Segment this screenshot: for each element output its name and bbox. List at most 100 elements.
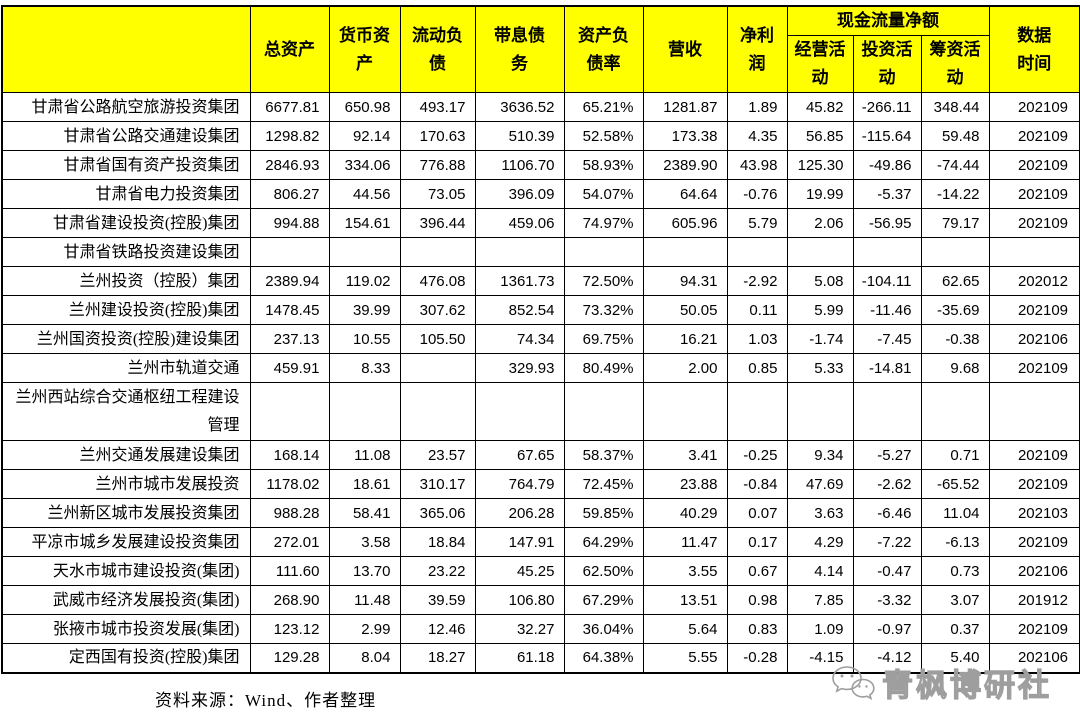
value-cell: 18.27 xyxy=(399,643,476,674)
value-cell: 4.35 xyxy=(726,121,788,152)
value-cell: 348.44 xyxy=(920,92,990,123)
value-cell: 11.08 xyxy=(328,440,401,471)
company-name-cell: 甘肃省公路航空旅游投资集团 xyxy=(1,92,251,123)
value-cell: 365.06 xyxy=(399,498,476,529)
table-row: 兰州市轨道交通 459.91 8.33 329.93 80.49% 2.00 0.85 5.3… xyxy=(1,353,1080,384)
value-cell: 9.68 xyxy=(920,353,990,384)
value-cell: 1298.82 xyxy=(249,121,330,152)
value-cell: 3636.52 xyxy=(474,92,565,123)
value-cell: 18.84 xyxy=(399,527,476,558)
value-cell: 13.51 xyxy=(642,585,728,616)
value-cell: 65.21% xyxy=(563,92,644,123)
value-cell xyxy=(786,237,854,268)
value-cell: 40.29 xyxy=(642,498,728,529)
value-cell: 3.58 xyxy=(328,527,401,558)
value-cell xyxy=(474,237,565,268)
value-cell: 58.37% xyxy=(563,440,644,471)
value-cell: 396.09 xyxy=(474,179,565,210)
value-cell: 94.31 xyxy=(642,266,728,297)
value-cell: 2.00 xyxy=(642,353,728,384)
value-cell: 111.60 xyxy=(249,556,330,587)
value-cell: 9.34 xyxy=(786,440,854,471)
data-date-cell: 202106 xyxy=(988,643,1080,674)
value-cell: -14.22 xyxy=(920,179,990,210)
value-cell: 5.40 xyxy=(920,643,990,674)
value-cell: 806.27 xyxy=(249,179,330,210)
value-cell: 147.91 xyxy=(474,527,565,558)
value-cell: 61.18 xyxy=(474,643,565,674)
header-investing-activity: 投资活动 xyxy=(852,35,922,94)
data-date-cell: 202109 xyxy=(988,179,1080,210)
value-cell: 62.65 xyxy=(920,266,990,297)
table-row: 兰州新区城市发展投资集团 988.28 58.41 365.06 206.28 59.85… xyxy=(1,498,1080,529)
value-cell: 39.59 xyxy=(399,585,476,616)
value-cell xyxy=(852,237,922,268)
value-cell: 8.33 xyxy=(328,353,401,384)
value-cell: 396.44 xyxy=(399,208,476,239)
company-name-cell: 甘肃省国有资产投资集团 xyxy=(1,150,251,181)
company-name-cell: 兰州建设投资(控股)集团 xyxy=(1,295,251,326)
header-data-date: 数据时间 xyxy=(988,5,1080,94)
data-date-cell: 202106 xyxy=(988,556,1080,587)
value-cell: 2.99 xyxy=(328,614,401,645)
value-cell: 1178.02 xyxy=(249,469,330,500)
value-cell: 0.85 xyxy=(726,353,788,384)
value-cell: 0.07 xyxy=(726,498,788,529)
value-cell: 2389.94 xyxy=(249,266,330,297)
value-cell xyxy=(328,382,401,442)
value-cell: 19.99 xyxy=(786,179,854,210)
data-date-cell: 202106 xyxy=(988,324,1080,355)
value-cell: 45.25 xyxy=(474,556,565,587)
data-date-cell: 201912 xyxy=(988,585,1080,616)
value-cell: 59.48 xyxy=(920,121,990,152)
value-cell: 5.55 xyxy=(642,643,728,674)
value-cell: 123.12 xyxy=(249,614,330,645)
value-cell: 5.33 xyxy=(786,353,854,384)
value-cell: 206.28 xyxy=(474,498,565,529)
value-cell: 36.04% xyxy=(563,614,644,645)
value-cell: 4.14 xyxy=(786,556,854,587)
value-cell xyxy=(328,237,401,268)
value-cell: -266.11 xyxy=(852,92,922,123)
header-current-liabilities: 流动负债 xyxy=(399,5,476,94)
value-cell: 39.99 xyxy=(328,295,401,326)
value-cell: 5.08 xyxy=(786,266,854,297)
value-cell: -2.62 xyxy=(852,469,922,500)
value-cell: 62.50% xyxy=(563,556,644,587)
table-row: 甘肃省建设投资(控股)集团 994.88 154.61 396.44 459.06 74.… xyxy=(1,208,1080,239)
table-row: 兰州市城市发展投资 1178.02 18.61 310.17 764.79 72.45% 2… xyxy=(1,469,1080,500)
value-cell: 73.05 xyxy=(399,179,476,210)
table-row: 平凉市城乡发展建设投资集团 272.01 3.58 18.84 147.91 64.29%… xyxy=(1,527,1080,558)
data-date-cell xyxy=(988,382,1080,442)
value-cell: -6.13 xyxy=(920,527,990,558)
company-name-cell: 兰州国资投资(控股)建设集团 xyxy=(1,324,251,355)
value-cell: 50.05 xyxy=(642,295,728,326)
value-cell: 173.38 xyxy=(642,121,728,152)
value-cell xyxy=(920,382,990,442)
header-financing-activity: 筹资活动 xyxy=(920,35,990,94)
data-date-cell: 202109 xyxy=(988,150,1080,181)
header-interest-bearing-debt: 带息债务 xyxy=(474,5,565,94)
data-date-cell: 202109 xyxy=(988,614,1080,645)
value-cell: 4.29 xyxy=(786,527,854,558)
value-cell: 72.45% xyxy=(563,469,644,500)
table-header: 总资产 货币资产 流动负债 带息债务 资产负债率 营收 净利润 现金流量净额 数… xyxy=(1,5,1080,94)
value-cell: 106.80 xyxy=(474,585,565,616)
value-cell xyxy=(563,237,644,268)
value-cell: 79.17 xyxy=(920,208,990,239)
company-name-cell: 张掖市城市投资发展(集团) xyxy=(1,614,251,645)
value-cell: 170.63 xyxy=(399,121,476,152)
table-row: 天水市城市建设投资(集团) 111.60 13.70 23.22 45.25 62.50%… xyxy=(1,556,1080,587)
value-cell: 154.61 xyxy=(328,208,401,239)
header-cash-flow-group: 现金流量净额 xyxy=(786,5,990,37)
value-cell: 125.30 xyxy=(786,150,854,181)
value-cell: 764.79 xyxy=(474,469,565,500)
value-cell: 8.04 xyxy=(328,643,401,674)
value-cell: 237.13 xyxy=(249,324,330,355)
value-cell: 47.69 xyxy=(786,469,854,500)
value-cell: -0.84 xyxy=(726,469,788,500)
company-name-cell: 甘肃省电力投资集团 xyxy=(1,179,251,210)
value-cell: 493.17 xyxy=(399,92,476,123)
header-total-assets: 总资产 xyxy=(249,5,330,94)
table-row: 甘肃省国有资产投资集团 2846.93 334.06 776.88 1106.70 58.… xyxy=(1,150,1080,181)
